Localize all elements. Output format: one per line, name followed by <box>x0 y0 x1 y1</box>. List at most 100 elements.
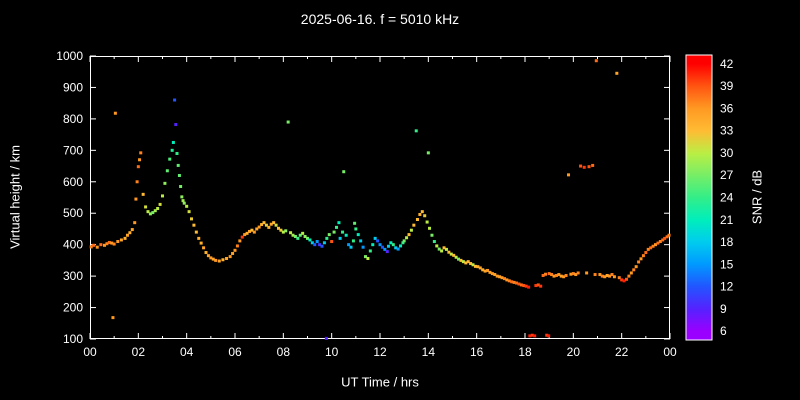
data-point <box>389 241 393 245</box>
svg-text:400: 400 <box>63 238 83 252</box>
data-point <box>190 217 193 221</box>
data-point <box>665 235 669 239</box>
data-point <box>620 278 624 282</box>
data-point <box>550 273 554 277</box>
data-point <box>533 334 537 338</box>
data-point <box>378 243 382 247</box>
data-point <box>238 239 242 243</box>
data-point <box>335 225 338 229</box>
data-point <box>576 271 580 275</box>
data-point <box>95 245 99 249</box>
data-point <box>141 192 145 196</box>
data-point <box>461 260 465 264</box>
data-point <box>527 285 531 289</box>
data-point <box>130 228 134 232</box>
data-point <box>221 258 225 262</box>
data-point <box>315 240 319 244</box>
data-point <box>610 273 614 277</box>
data-point <box>257 225 261 229</box>
data-point <box>153 209 157 213</box>
data-point <box>654 243 657 247</box>
data-point <box>214 258 218 262</box>
data-point <box>593 273 597 277</box>
data-point <box>179 184 183 188</box>
data-point <box>165 169 169 173</box>
data-point <box>185 204 189 208</box>
data-point <box>217 259 221 263</box>
data-point <box>552 274 556 278</box>
data-point <box>174 123 178 127</box>
data-point <box>651 244 655 248</box>
data-point <box>133 221 137 225</box>
data-point <box>202 246 206 250</box>
data-point <box>528 334 532 338</box>
data-point <box>658 240 662 244</box>
data-point <box>353 221 357 225</box>
data-point <box>262 221 266 225</box>
data-point <box>530 333 534 337</box>
data-point <box>327 233 331 237</box>
svg-text:14: 14 <box>422 345 436 359</box>
data-point <box>394 246 398 250</box>
data-point <box>510 280 514 284</box>
data-point <box>632 268 636 272</box>
data-point <box>310 241 314 245</box>
svg-text:18: 18 <box>720 235 734 249</box>
svg-text:06: 06 <box>228 345 242 359</box>
data-point <box>274 223 278 227</box>
data-point <box>649 246 653 250</box>
data-point <box>170 148 174 152</box>
svg-text:33: 33 <box>720 124 734 138</box>
data-point <box>277 226 280 230</box>
data-point <box>322 241 326 245</box>
chart-title: 2025-06-16. f = 5010 kHz <box>300 11 460 27</box>
data-point <box>425 220 429 224</box>
data-point <box>637 260 641 264</box>
svg-text:16: 16 <box>470 345 484 359</box>
data-point <box>437 247 441 251</box>
data-point <box>536 283 540 287</box>
data-point <box>194 230 198 234</box>
data-point <box>364 255 367 259</box>
data-point <box>488 270 492 274</box>
data-point <box>386 244 390 248</box>
data-point <box>158 202 162 206</box>
data-points <box>89 59 671 340</box>
svg-text:18: 18 <box>518 345 532 359</box>
svg-text:200: 200 <box>63 301 83 315</box>
data-point <box>481 268 485 272</box>
data-point <box>281 230 285 234</box>
data-point <box>233 248 237 252</box>
svg-text:12: 12 <box>720 280 734 294</box>
data-point <box>301 231 305 235</box>
data-point <box>235 244 239 248</box>
data-point <box>173 98 177 102</box>
data-point <box>89 245 93 249</box>
data-point <box>332 230 336 234</box>
data-point <box>113 111 117 115</box>
data-point <box>385 250 389 254</box>
data-point <box>585 271 589 275</box>
svg-text:04: 04 <box>180 345 194 359</box>
data-point <box>151 211 155 215</box>
data-point <box>459 258 463 262</box>
data-point <box>534 284 538 288</box>
data-point <box>111 316 115 320</box>
data-point <box>264 223 268 227</box>
data-point <box>522 284 526 288</box>
data-point <box>134 197 138 201</box>
data-point <box>405 236 409 240</box>
data-point <box>356 233 360 237</box>
data-point <box>423 214 427 218</box>
data-point <box>255 227 259 231</box>
data-point <box>457 257 461 261</box>
data-point <box>318 243 322 247</box>
data-point <box>269 222 273 226</box>
data-point <box>449 252 453 256</box>
data-point <box>469 262 473 266</box>
data-point <box>136 165 140 169</box>
svg-text:500: 500 <box>63 206 83 220</box>
data-point <box>119 238 123 242</box>
data-point <box>447 250 451 254</box>
svg-text:02: 02 <box>132 345 146 359</box>
